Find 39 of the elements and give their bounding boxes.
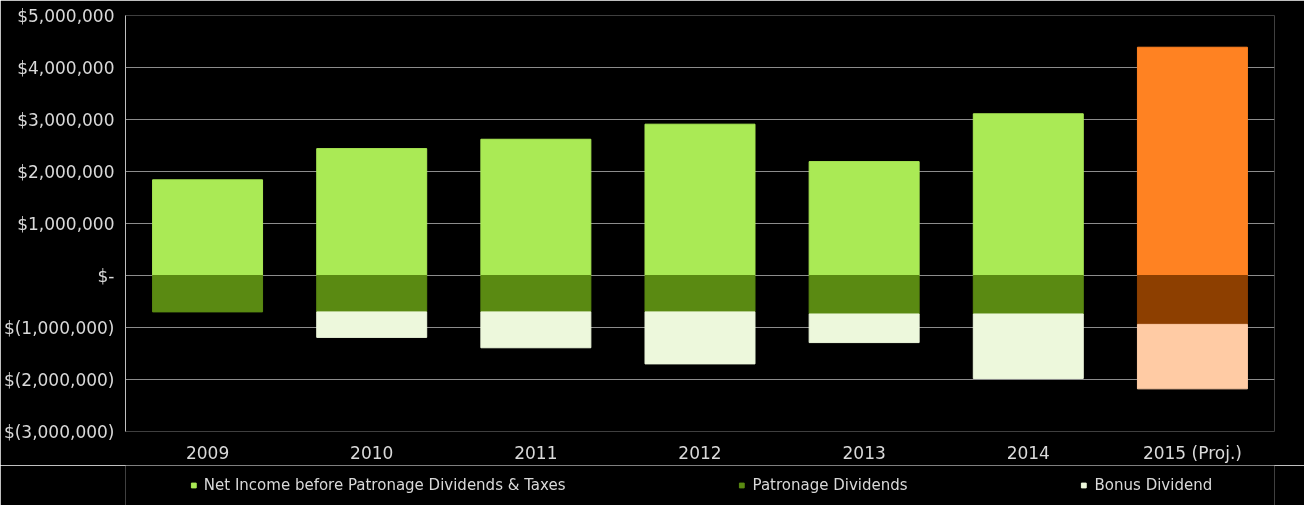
y-tick-label: $(2,000,000)	[3, 369, 115, 390]
bar	[644, 123, 756, 276]
x-tick-label: 2013	[842, 442, 886, 463]
y-tick-label: $(1,000,000)	[3, 317, 115, 338]
y-tick-label: $(3,000,000)	[3, 421, 115, 442]
bar	[1136, 275, 1248, 325]
legend-label: Net Income before Patronage Dividends & Taxes	[203, 476, 566, 494]
bar	[808, 313, 920, 344]
bar	[808, 161, 920, 276]
bar	[152, 275, 264, 313]
bar	[808, 275, 920, 315]
bar	[972, 113, 1084, 276]
legend-label: Bonus Dividend	[1094, 476, 1213, 494]
bar	[972, 313, 1084, 379]
x-tick-label: 2012	[678, 442, 722, 463]
y-tick-label: $5,000,000	[17, 5, 115, 26]
bar	[152, 179, 264, 276]
y-tick-label: $4,000,000	[17, 57, 115, 78]
x-tick-label: 2014	[1006, 442, 1050, 463]
bar	[480, 138, 592, 276]
y-tick-label: $3,000,000	[17, 109, 115, 130]
x-tick-label: 2015 (Proj.)	[1142, 442, 1242, 463]
y-tick-label: $-	[97, 265, 115, 286]
x-tick-label: 2011	[514, 442, 558, 463]
bar	[316, 148, 428, 276]
x-tick-label: 2009	[185, 442, 230, 463]
bar	[316, 311, 428, 338]
bar	[1136, 323, 1248, 390]
x-tick-label: 2010	[350, 442, 394, 463]
y-tick-label: $1,000,000	[17, 213, 115, 234]
bar	[1136, 46, 1248, 276]
bar	[644, 311, 756, 365]
y-tick-label: $2,000,000	[17, 161, 115, 182]
bar	[480, 275, 592, 313]
legend-label: Patronage Dividends	[752, 476, 908, 494]
bar	[972, 275, 1084, 315]
bar	[480, 311, 592, 349]
bar	[316, 275, 428, 313]
bar	[644, 275, 756, 313]
